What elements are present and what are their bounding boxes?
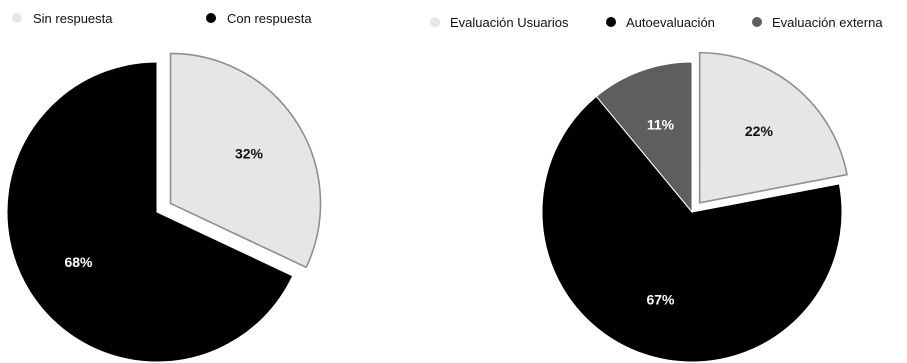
legend-label-evaluacion-externa: Evaluación externa [772, 15, 883, 30]
pie-slice-sin-respuesta [169, 52, 322, 269]
legend-marker-evaluacion-externa [752, 17, 762, 27]
legend-label-autoevaluacion: Autoevaluación [626, 15, 715, 30]
slice-value-label-evaluacion-usuarios: 22% [745, 123, 774, 139]
legend-label-sin-respuesta: Sin respuesta [33, 11, 113, 26]
slice-value-label-evaluacion-externa: 11% [647, 117, 675, 133]
slice-value-label-sin-respuesta: 32% [235, 146, 264, 162]
response-pie-chart: 32% 68% Sin respuesta Con respuesta [6, 11, 322, 363]
legend-label-con-respuesta: Con respuesta [227, 11, 312, 26]
slice-value-label-con-respuesta: 68% [64, 254, 93, 270]
legend-marker-con-respuesta [206, 13, 216, 23]
pie-slice-con-respuesta [6, 61, 294, 363]
pie-slice-evaluacion-usuarios [698, 51, 848, 204]
legend-marker-sin-respuesta [12, 13, 22, 23]
legend-label-evaluacion-usuarios: Evaluación Usuarios [450, 15, 569, 30]
pie-slice-evaluacion-externa [595, 61, 693, 214]
legend-marker-evaluacion-usuarios [430, 17, 440, 27]
legend-marker-autoevaluacion [606, 17, 616, 27]
pie-slice-autoevaluacion [541, 95, 843, 363]
evaluation-pie-chart: 22% 67% 11% Evaluación Usuarios Autoevaluaci… [430, 15, 883, 363]
slice-value-label-autoevaluacion: 67% [646, 292, 675, 308]
